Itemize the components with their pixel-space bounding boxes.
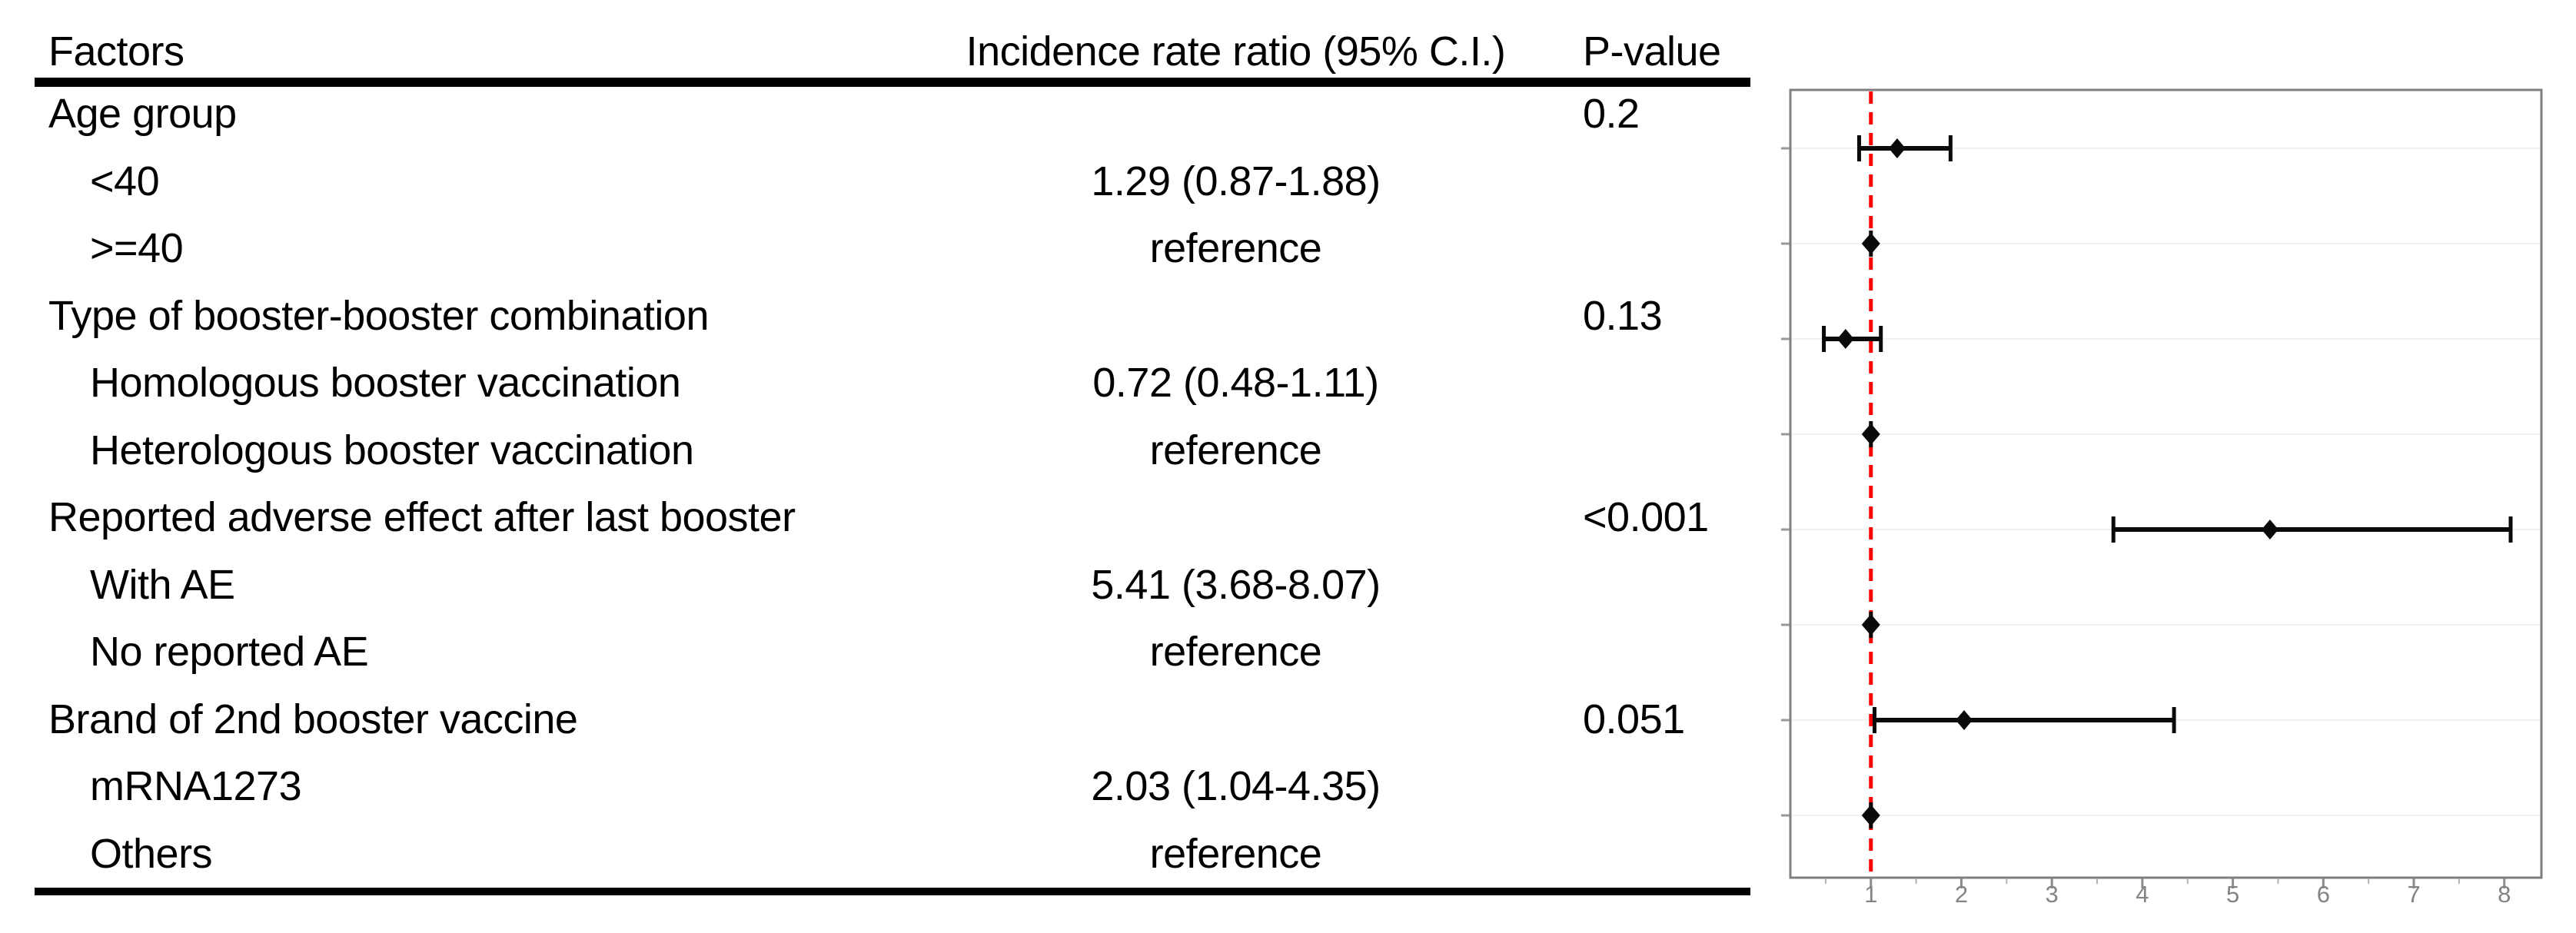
x-axis-label: 2 (1955, 881, 1968, 908)
table-row: <40 1.29 (0.87-1.88) (0, 160, 1760, 203)
table-row: Brand of 2nd booster vaccine 0.051 (0, 698, 1760, 741)
factor-cell: Age group (48, 91, 237, 137)
ci-row (2111, 516, 2513, 543)
x-axis-label: 4 (2136, 881, 2149, 908)
col-header-pvalue: P-value (1583, 28, 1721, 75)
table-row: Heterologous booster vaccination referenc… (0, 429, 1760, 472)
reference-row (1861, 231, 1880, 257)
factor-cell: Heterologous booster vaccination (90, 427, 694, 473)
pvalue-cell: 0.2 (1583, 91, 1640, 137)
irr-cell: reference (1149, 427, 1322, 473)
factor-cell: No reported AE (90, 629, 369, 675)
table-row: Others reference (0, 832, 1760, 875)
x-axis-label: 3 (2046, 881, 2059, 908)
reference-row (1861, 802, 1880, 828)
estimate-marker (1836, 329, 1854, 349)
irr-cell: 5.41 (3.68-8.07) (1091, 561, 1381, 608)
table-row: Homologous booster vaccination 0.72 (0.48… (0, 361, 1760, 404)
header-rule (35, 78, 1750, 87)
table-row: With AE 5.41 (3.68-8.07) (0, 563, 1760, 606)
estimate-marker (2261, 520, 2279, 540)
estimate-marker (1888, 138, 1906, 158)
x-axis-label: 7 (2407, 881, 2420, 908)
x-axis-label: 5 (2226, 881, 2239, 908)
table-row: >=40 reference (0, 227, 1760, 270)
table-row: No reported AE reference (0, 630, 1760, 673)
col-header-irr: Incidence rate ratio (95% C.I.) (966, 28, 1506, 75)
factor-cell: With AE (90, 561, 235, 608)
pvalue-cell: 0.13 (1583, 292, 1663, 339)
table-row: Age group 0.2 (0, 92, 1760, 135)
x-axis-label: 8 (2498, 881, 2511, 908)
factor-cell: >=40 (90, 225, 184, 271)
irr-cell: 1.29 (0.87-1.88) (1091, 158, 1381, 204)
irr-cell: reference (1149, 830, 1322, 877)
estimate-marker (1956, 710, 1973, 730)
reference-marker (1861, 233, 1880, 254)
factor-cell: Others (90, 830, 213, 877)
reference-marker (1861, 805, 1880, 826)
irr-cell: reference (1149, 225, 1322, 271)
irr-cell: 0.72 (0.48-1.11) (1092, 360, 1379, 406)
x-axis-label: 6 (2317, 881, 2330, 908)
table-row: mRNA1273 2.03 (1.04-4.35) (0, 765, 1760, 808)
factor-cell: Brand of 2nd booster vaccine (48, 696, 578, 742)
pvalue-cell: 0.051 (1583, 696, 1685, 742)
col-header-factors: Factors (48, 28, 184, 75)
pvalue-cell: <0.001 (1583, 494, 1709, 540)
reference-row (1861, 612, 1880, 638)
reference-marker (1861, 614, 1880, 636)
factor-cell: <40 (90, 158, 160, 204)
factor-cell: Homologous booster vaccination (90, 360, 681, 406)
ci-row (1872, 707, 2176, 733)
plot-frame (1789, 88, 2543, 879)
irr-cell: reference (1149, 629, 1322, 675)
factor-cell: mRNA1273 (90, 763, 302, 809)
ci-row (1856, 135, 1953, 161)
reference-marker (1861, 423, 1880, 445)
irr-cell: 2.03 (1.04-4.35) (1091, 763, 1381, 809)
table-row: Type of booster-booster combination 0.13 (0, 294, 1760, 337)
factor-cell: Reported adverse effect after last boost… (48, 494, 796, 540)
table-row: Reported adverse effect after last boost… (0, 496, 1760, 539)
reference-row (1861, 421, 1880, 447)
bottom-rule (35, 888, 1750, 895)
ci-row (1822, 326, 1883, 352)
factor-cell: Type of booster-booster combination (48, 292, 710, 339)
x-axis-label: 1 (1864, 881, 1877, 908)
table-header-row: Factors Incidence rate ratio (95% C.I.) … (0, 30, 1760, 73)
